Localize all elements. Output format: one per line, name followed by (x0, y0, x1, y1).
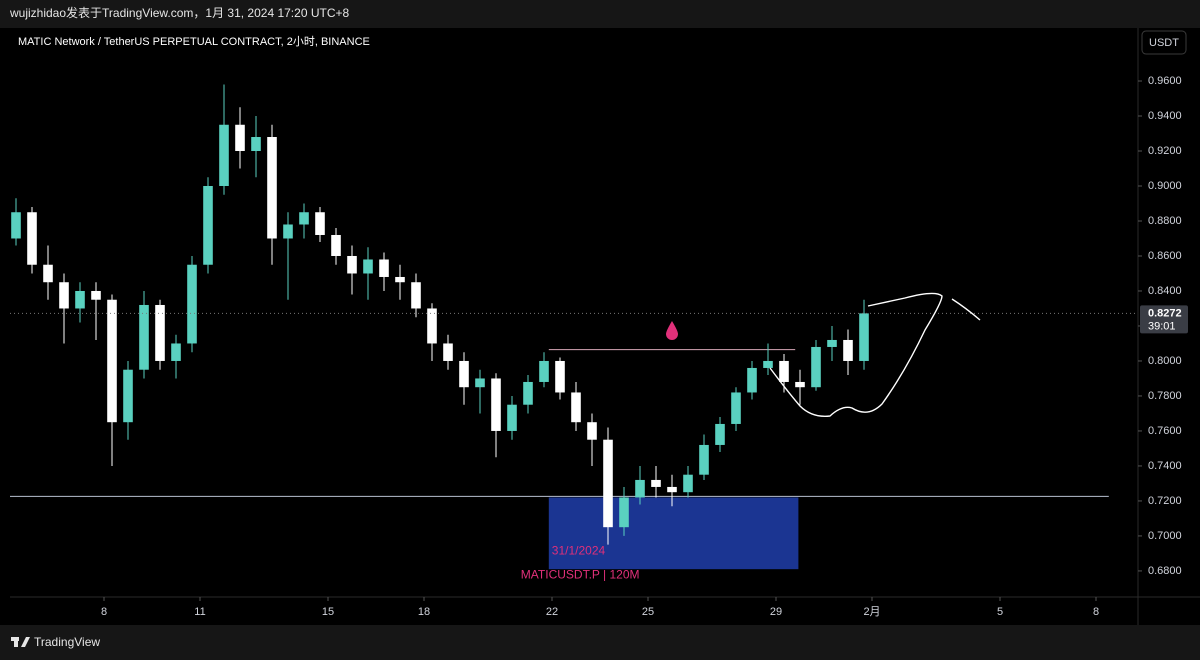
candle-body (523, 381, 533, 405)
x-tick-label: 2月 (863, 606, 880, 618)
logo-shape (14, 637, 18, 647)
candle-body (59, 282, 69, 309)
y-tick-label: 0.9000 (1148, 180, 1182, 192)
candle-body (75, 290, 85, 309)
candle-body (859, 313, 869, 361)
candle-body (91, 290, 101, 300)
candle-body (747, 367, 757, 393)
last-price-label: 0.8272 (1148, 307, 1182, 319)
candle-body (315, 212, 325, 235)
candle-body (11, 212, 21, 239)
y-tick-label: 0.8600 (1148, 250, 1182, 262)
chart-title: MATIC Network / TetherUS PERPETUAL CONTR… (18, 35, 370, 48)
y-tick-label: 0.7600 (1148, 425, 1182, 437)
candle-body (299, 212, 309, 225)
candle-body (843, 339, 853, 361)
candle-body (795, 381, 805, 388)
candle-body (587, 422, 597, 440)
drop-icon (666, 321, 678, 340)
candle-body (507, 404, 517, 431)
countdown-label: 39:01 (1148, 320, 1176, 332)
currency-label[interactable]: USDT (1149, 37, 1179, 49)
annotation-symbol: MATICUSDT.P | 120M (521, 567, 640, 581)
candle-body (235, 124, 245, 152)
candle-body (363, 259, 373, 274)
candle-body (539, 360, 549, 382)
candle-body (107, 299, 117, 423)
hand-drawn-stroke (951, 298, 981, 321)
candle-body (411, 282, 421, 309)
candle-body (27, 212, 37, 265)
logo-shape (21, 637, 30, 647)
header-bar (0, 0, 1200, 28)
y-tick-label: 0.7400 (1148, 460, 1182, 472)
candle-body (331, 234, 341, 256)
candle-body (123, 369, 133, 423)
currency-button[interactable] (1141, 30, 1187, 55)
marks-layer: 0.9600 0.9400 0.9200 0.9000 0.8800 0.8600 0.84… (10, 75, 1188, 618)
annotation-date: 31/1/2024 (552, 543, 606, 557)
candle-body (571, 392, 581, 423)
x-tick-label: 18 (418, 606, 430, 618)
y-tick-label: 0.8400 (1148, 285, 1182, 297)
y-tick-label: 0.9200 (1148, 145, 1182, 157)
tv-logo (11, 637, 30, 647)
x-tick-label: 22 (546, 606, 558, 618)
y-tick-label: 0.7800 (1148, 390, 1182, 402)
candle-body (443, 343, 453, 361)
candle-body (219, 124, 229, 186)
candle-body (715, 423, 725, 445)
x-tick-label: 29 (770, 606, 782, 618)
candle-body (251, 137, 261, 152)
y-tick-label: 0.7000 (1148, 530, 1182, 542)
x-tick-label: 25 (642, 606, 654, 618)
candle-body (651, 479, 661, 487)
candle-body (763, 360, 773, 368)
x-tick-label: 8 (1093, 606, 1099, 618)
last-price-box (1140, 305, 1188, 334)
y-tick-label: 0.6800 (1148, 565, 1182, 577)
candle-body (171, 343, 181, 361)
zone-box (548, 497, 799, 570)
x-tick-label: 15 (322, 606, 334, 618)
y-tick-label: 0.8800 (1148, 215, 1182, 227)
candle-body (779, 360, 789, 382)
x-tick-label: 8 (101, 606, 107, 618)
candle-body (683, 474, 693, 493)
candle-body (395, 276, 405, 283)
y-tick-label: 0.9600 (1148, 75, 1182, 87)
candle-body (43, 264, 53, 283)
y-tick-label: 0.9400 (1148, 110, 1182, 122)
y-tick-label: 0.8000 (1148, 355, 1182, 367)
candle-body (555, 360, 565, 393)
footer-bar (0, 625, 1200, 660)
x-tick-label: 5 (997, 606, 1003, 618)
candle-body (203, 185, 213, 265)
candle-body (347, 255, 357, 274)
candle-body (491, 378, 501, 431)
candle-body (459, 360, 469, 388)
candle-body (139, 304, 149, 370)
footer-brand: TradingView (34, 635, 100, 649)
candle-body (811, 346, 821, 388)
candle-body (635, 479, 645, 498)
candle-body (379, 259, 389, 277)
candle-body (667, 486, 677, 493)
candle-body (475, 378, 485, 388)
candle-body (731, 392, 741, 424)
candle-body (699, 444, 709, 475)
candle-body (619, 497, 629, 528)
candle-body (283, 224, 293, 239)
candle-body (827, 339, 837, 347)
candle-body (155, 304, 165, 361)
candle-body (427, 308, 437, 344)
candle-body (187, 264, 197, 344)
x-tick-label: 11 (194, 606, 205, 618)
y-tick-label: 0.7200 (1148, 495, 1182, 507)
candle-body (603, 439, 613, 528)
hand-drawn-curve (769, 292, 943, 417)
header-text: wujizhidao发表于TradingView.com，1月 31, 2024… (9, 5, 349, 20)
candle-body (267, 137, 277, 239)
